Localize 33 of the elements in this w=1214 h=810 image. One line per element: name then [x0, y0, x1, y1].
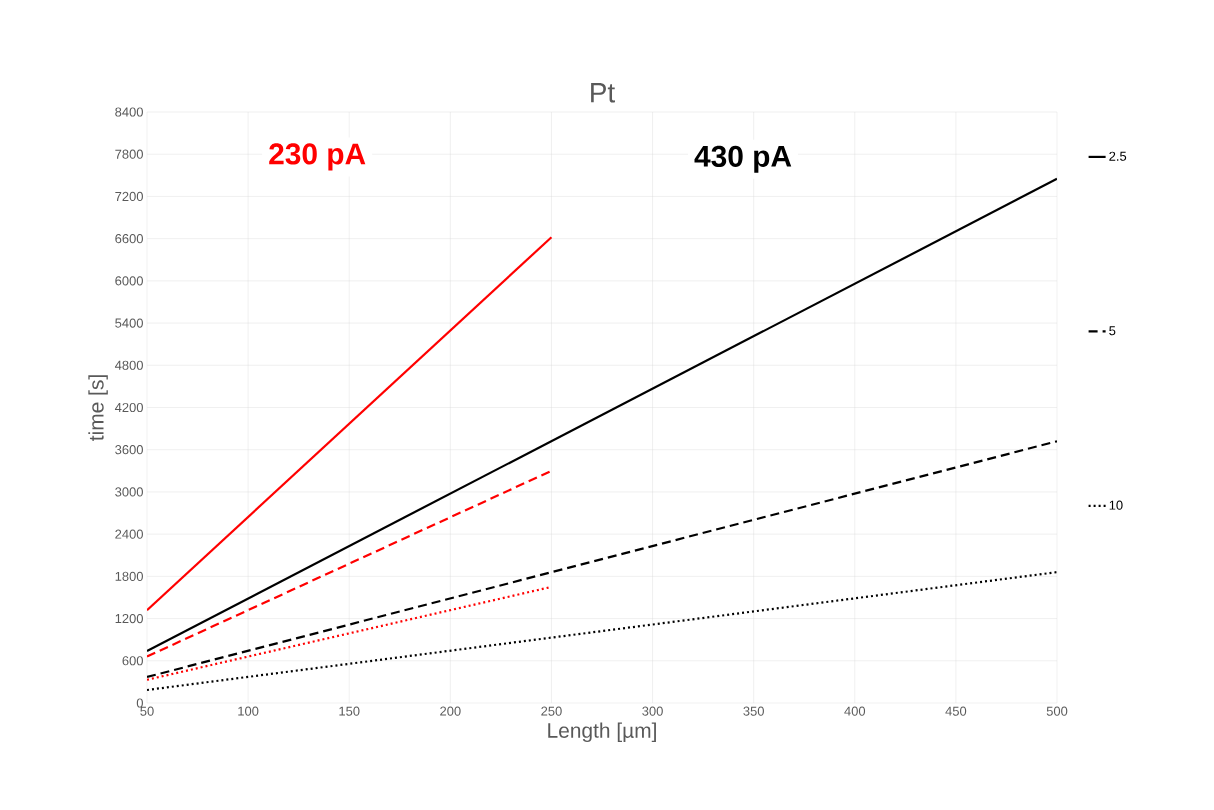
x-tick-label: 150 — [339, 706, 360, 716]
legend-label: 5 — [1109, 326, 1116, 336]
y-tick-label: 6600 — [115, 234, 143, 244]
y-tick-label: 8400 — [115, 107, 143, 117]
annotation: 230 pA — [269, 143, 366, 171]
y-tick-label: 3600 — [115, 445, 143, 455]
y-tick-label: 7200 — [115, 191, 143, 202]
y-tick-label: 0 — [136, 698, 143, 708]
y-tick-label: 1200 — [115, 613, 143, 624]
chart-title: Pt — [591, 83, 615, 103]
x-tick-label: 400 — [844, 706, 866, 716]
annotation: 430 pA — [694, 145, 792, 173]
y-tick-label: 2400 — [115, 529, 143, 539]
y-tick-label: 5400 — [115, 318, 143, 328]
y-tick-label: 4200 — [114, 402, 143, 413]
x-tick-label: 200 — [440, 706, 461, 716]
y-axis-title: time [s] — [88, 375, 108, 441]
x-tick-label: 300 — [642, 706, 663, 716]
y-tick-label: 7800 — [115, 149, 143, 159]
y-tick-label: 1800 — [115, 571, 143, 581]
x-tick-label: 100 — [238, 706, 259, 716]
y-tick-label: 3000 — [115, 487, 143, 497]
legend-label: 2.5 — [1109, 151, 1127, 161]
y-tick-label: 600 — [122, 656, 143, 666]
x-tick-label: 500 — [1046, 706, 1068, 716]
legend-label: 10 — [1109, 500, 1123, 510]
x-tick-label: 350 — [743, 706, 764, 716]
y-tick-label: 4800 — [114, 360, 143, 370]
x-tick-label: 50 — [140, 706, 154, 716]
y-tick-label: 6000 — [115, 276, 143, 286]
x-axis-title: Length [µm] — [548, 722, 656, 743]
x-tick-label: 450 — [945, 706, 967, 716]
x-tick-label: 250 — [541, 706, 562, 716]
